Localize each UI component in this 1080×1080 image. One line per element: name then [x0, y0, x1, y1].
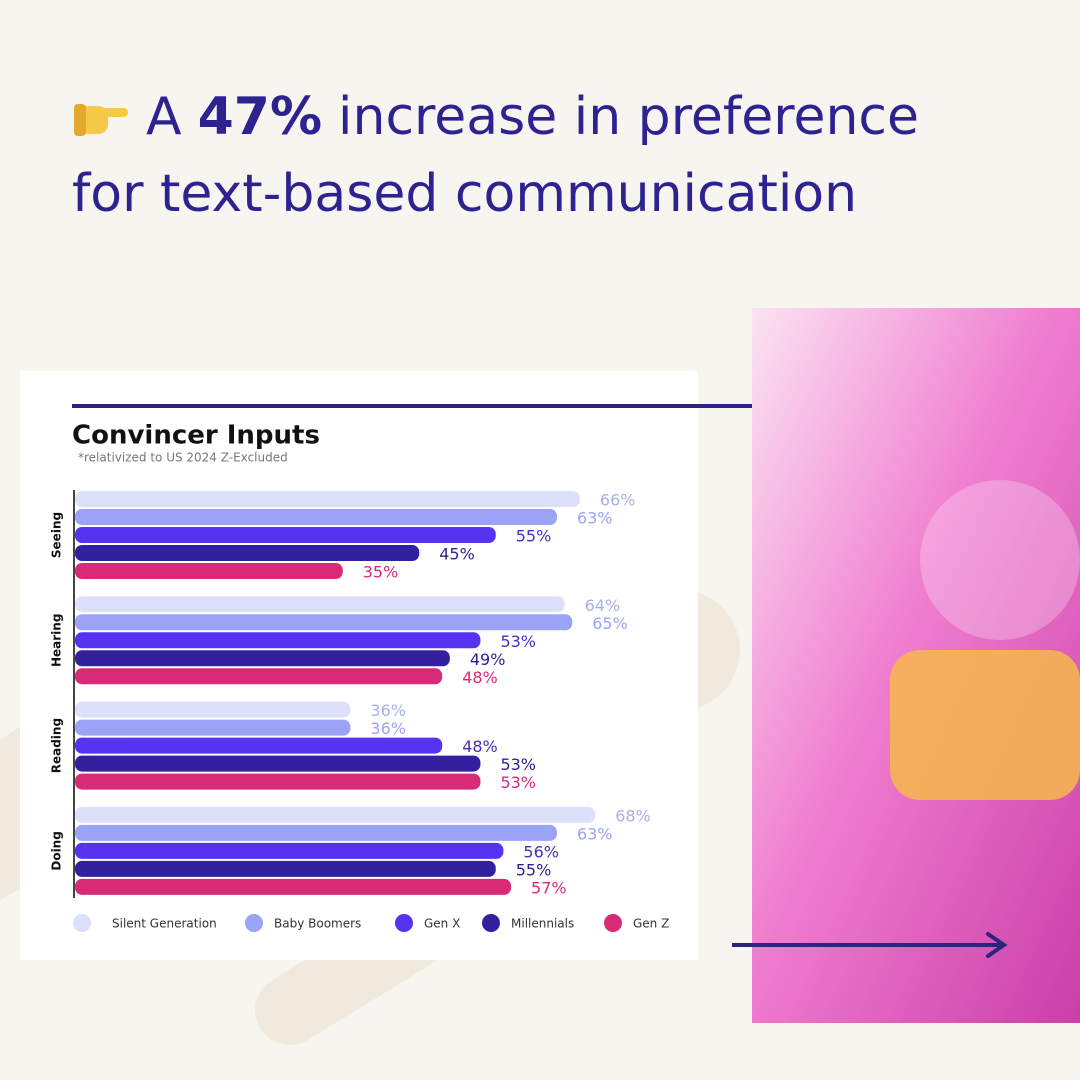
- headline-line-1: A 47% increase in preference: [146, 87, 919, 147]
- legend-label: Gen Z: [633, 917, 669, 931]
- value-label: 66%: [600, 491, 636, 510]
- category-label: Seeing: [50, 512, 64, 558]
- bar: [75, 545, 420, 561]
- bar: [75, 878, 512, 895]
- legend-swatch: [73, 914, 91, 932]
- value-label: 57%: [531, 878, 567, 897]
- bar: [75, 509, 557, 525]
- value-label: 36%: [370, 719, 406, 738]
- bar: [75, 632, 481, 649]
- value-label: 48%: [462, 737, 498, 756]
- bar: [75, 563, 343, 579]
- bar: [75, 527, 496, 543]
- category-label: Reading: [50, 718, 64, 773]
- value-label: 68%: [615, 806, 651, 825]
- value-label: 48%: [462, 668, 498, 687]
- legend-label: Baby Boomers: [274, 917, 361, 931]
- bar: [75, 737, 443, 754]
- value-label: 36%: [370, 701, 406, 720]
- legend-swatch: [245, 914, 263, 932]
- bar: [75, 773, 481, 790]
- value-label: 64%: [585, 596, 621, 615]
- bar: [75, 668, 443, 685]
- bar: [75, 650, 450, 667]
- legend-swatch: [482, 914, 500, 932]
- legend-swatch: [604, 914, 622, 932]
- bar: [75, 719, 351, 736]
- photo-figure: [920, 480, 1080, 640]
- bar: [75, 860, 496, 877]
- legend-label: Silent Generation: [112, 917, 217, 931]
- value-label: 53%: [500, 632, 536, 651]
- value-label: 35%: [363, 563, 399, 582]
- value-label: 55%: [516, 527, 552, 546]
- chart-title: Convincer Inputs: [72, 421, 320, 451]
- headline-emphasis: 47%: [198, 87, 322, 147]
- chart-subtitle: *relativized to US 2024 Z-Excluded: [78, 451, 288, 465]
- bar: [75, 755, 481, 772]
- arrow: [732, 932, 1008, 958]
- photo-figure: [890, 650, 1080, 800]
- value-label: 56%: [523, 842, 559, 861]
- bar: [75, 614, 573, 631]
- legend-label: Gen X: [424, 917, 460, 931]
- pointing-hand-icon: [74, 104, 128, 136]
- value-label: 49%: [470, 650, 506, 669]
- headline-rest: increase in preference: [338, 87, 919, 147]
- bar: [75, 491, 580, 507]
- value-label: 63%: [577, 509, 613, 528]
- bar: [75, 824, 557, 841]
- value-label: 45%: [439, 545, 475, 564]
- category-label: Doing: [50, 831, 64, 870]
- legend-label: Millennials: [511, 917, 574, 931]
- bar: [75, 806, 596, 823]
- bar: [75, 596, 565, 613]
- value-label: 53%: [500, 773, 536, 792]
- value-label: 63%: [577, 824, 613, 843]
- value-label: 55%: [516, 860, 552, 879]
- legend-swatch: [395, 914, 413, 932]
- bar: [75, 842, 504, 859]
- value-label: 65%: [592, 614, 628, 633]
- headline-line-2: for text-based communication: [72, 164, 857, 224]
- bar: [75, 701, 351, 718]
- value-label: 53%: [500, 755, 536, 774]
- headline-prefix: A: [146, 87, 182, 147]
- category-label: Hearing: [50, 614, 64, 667]
